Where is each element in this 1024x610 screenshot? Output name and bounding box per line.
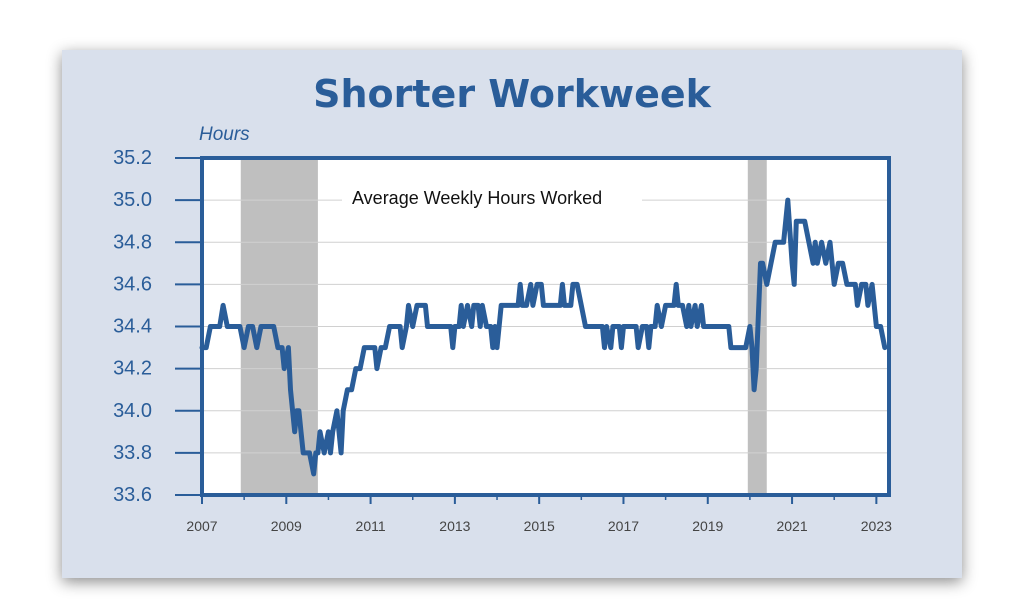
- x-tick-label: 2017: [608, 518, 639, 534]
- y-tick-label: 34.4: [113, 316, 152, 338]
- annotation-bg: [342, 184, 642, 212]
- plot-frame: [200, 156, 891, 497]
- y-tick-label: 34.0: [113, 400, 152, 422]
- series-line: [199, 197, 888, 477]
- x-tick-label: 2015: [524, 518, 555, 534]
- y-tick-label: 33.6: [113, 484, 152, 506]
- chart-title: Shorter Workweek: [313, 72, 711, 116]
- y-tick-label: 34.2: [113, 358, 152, 380]
- x-tick-label: 2021: [776, 518, 807, 534]
- y-axis-label: Hours: [199, 124, 250, 145]
- chart-card: Shorter Workweek 33.6 33.8 34.0 34.2 34.4 34.…: [62, 50, 962, 578]
- x-tick-label: 2007: [186, 518, 217, 534]
- y-tick-label: 34.8: [113, 231, 152, 253]
- y-tick-label: 34.6: [113, 273, 152, 295]
- x-tick-label: 2023: [861, 518, 892, 534]
- x-tick-label: 2013: [439, 518, 470, 534]
- x-tick-label: 2019: [692, 518, 723, 534]
- x-tick-label: 2009: [271, 518, 302, 534]
- y-tick-label: 35.0: [113, 189, 152, 211]
- line-chart: 33.6 33.8 34.0 34.2 34.4 34.6 34.8 35.0 35.2 2007…: [113, 124, 892, 534]
- y-tick-label: 33.8: [113, 442, 152, 464]
- x-tick-label: 2011: [356, 518, 386, 534]
- chart-annotation: Average Weekly Hours Worked: [352, 188, 602, 208]
- y-tick-label: 35.2: [113, 147, 152, 169]
